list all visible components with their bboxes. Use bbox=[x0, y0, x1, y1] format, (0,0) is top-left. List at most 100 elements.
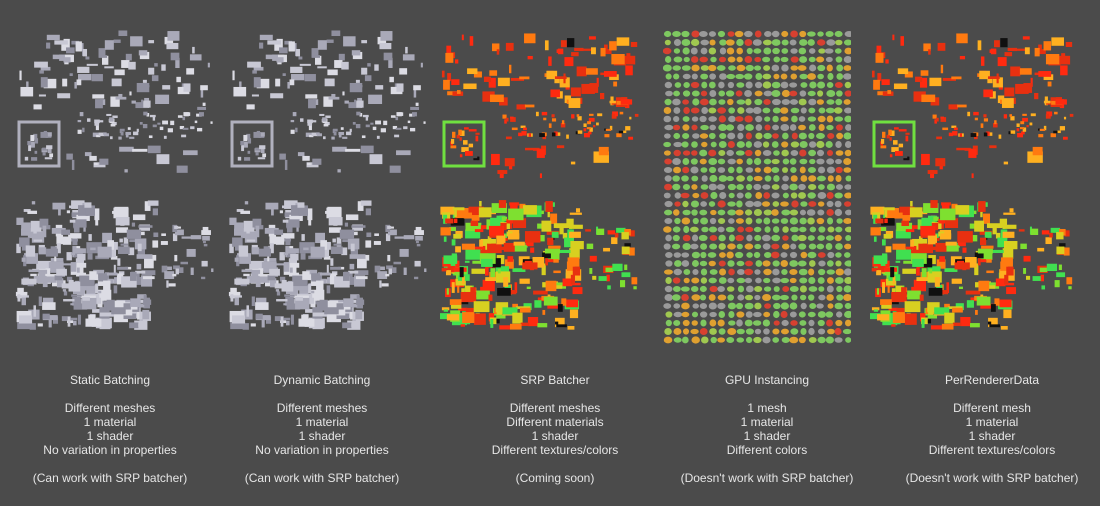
scene-object bbox=[94, 162, 98, 165]
scene-object bbox=[901, 220, 909, 226]
scene-object bbox=[365, 240, 372, 248]
scene-object bbox=[33, 305, 36, 317]
scene-object bbox=[551, 118, 557, 122]
scene-object bbox=[115, 227, 129, 233]
instance-mesh bbox=[807, 235, 815, 241]
instance-mesh bbox=[771, 81, 781, 89]
scene-object bbox=[974, 117, 978, 121]
scene-object bbox=[295, 205, 299, 210]
instance-mesh bbox=[691, 73, 698, 80]
scene-object bbox=[1000, 38, 1008, 48]
scene-object bbox=[1030, 113, 1036, 117]
scene-object bbox=[172, 273, 177, 277]
scene-object bbox=[200, 89, 204, 98]
instance-mesh bbox=[683, 277, 690, 284]
scene-object bbox=[312, 323, 324, 330]
scene-object bbox=[311, 132, 318, 137]
scene-object bbox=[37, 323, 43, 327]
scene-object bbox=[880, 299, 892, 305]
scene-object bbox=[1024, 47, 1030, 55]
instance-mesh bbox=[735, 251, 744, 259]
scene-object bbox=[328, 217, 343, 226]
scene-object bbox=[920, 313, 926, 322]
instance-mesh bbox=[817, 336, 826, 344]
scene-object bbox=[981, 245, 994, 249]
scene-object bbox=[614, 232, 619, 238]
scene-object bbox=[159, 126, 164, 131]
scene-object bbox=[355, 123, 361, 129]
scene-object bbox=[104, 66, 114, 69]
scene-object bbox=[312, 312, 328, 317]
scene-object bbox=[415, 235, 423, 241]
scene-object bbox=[361, 67, 368, 75]
scene-object bbox=[468, 206, 484, 218]
instance-mesh bbox=[691, 251, 701, 259]
instance-mesh bbox=[735, 302, 744, 310]
scene-object bbox=[290, 119, 295, 123]
scene-object bbox=[289, 267, 293, 273]
scene-object bbox=[116, 273, 124, 285]
scene-object bbox=[298, 56, 303, 60]
scene-object bbox=[85, 318, 102, 327]
instance-mesh bbox=[826, 158, 835, 165]
scene-object bbox=[341, 247, 348, 256]
scene-object bbox=[876, 270, 882, 276]
scene-object bbox=[510, 77, 525, 81]
scene-object bbox=[38, 247, 47, 255]
scene-object bbox=[356, 100, 364, 108]
instance-mesh bbox=[826, 99, 835, 105]
scene-object bbox=[86, 290, 102, 294]
scene-object bbox=[308, 125, 312, 131]
instance-mesh bbox=[843, 39, 851, 46]
instance-mesh bbox=[773, 73, 780, 80]
scene-object bbox=[587, 121, 591, 125]
room-frame bbox=[17, 120, 61, 168]
instance-mesh bbox=[735, 218, 744, 224]
instance-mesh bbox=[789, 277, 797, 284]
instance-mesh bbox=[835, 243, 843, 250]
scene-object bbox=[260, 147, 265, 154]
scene-object bbox=[265, 54, 276, 60]
scene-object bbox=[305, 308, 315, 313]
scene-object bbox=[522, 262, 538, 270]
scene-object bbox=[27, 140, 32, 146]
instance-mesh bbox=[692, 303, 699, 309]
scene-object bbox=[182, 116, 186, 121]
scene-object bbox=[625, 126, 631, 131]
instance-mesh bbox=[718, 260, 726, 267]
instance-mesh bbox=[691, 150, 698, 156]
scene-object bbox=[136, 128, 139, 132]
scene-object bbox=[52, 54, 63, 60]
instance-mesh bbox=[843, 218, 851, 224]
scene-object bbox=[207, 62, 210, 68]
instance-mesh bbox=[728, 115, 736, 123]
scene-object bbox=[129, 239, 137, 243]
instance-mesh bbox=[842, 328, 851, 335]
scene-object bbox=[441, 70, 445, 78]
scene-object bbox=[983, 132, 988, 137]
scene-object bbox=[543, 296, 558, 306]
instance-mesh bbox=[789, 286, 799, 292]
scene-object bbox=[1056, 246, 1065, 255]
scene-object bbox=[114, 69, 125, 76]
scene-object bbox=[56, 243, 61, 254]
scene-object bbox=[46, 42, 51, 49]
scene-object bbox=[357, 257, 367, 269]
scene-object bbox=[568, 98, 581, 108]
instance-mesh bbox=[818, 260, 826, 267]
scene-object bbox=[452, 210, 455, 221]
instance-mesh bbox=[665, 90, 673, 97]
instance-mesh bbox=[755, 115, 763, 123]
scene-object bbox=[54, 254, 57, 262]
scene-object bbox=[240, 210, 251, 214]
caption-line: Different meshes bbox=[64, 401, 156, 415]
instance-mesh bbox=[790, 175, 798, 182]
scene-object bbox=[892, 34, 895, 41]
instance-mesh bbox=[690, 286, 699, 292]
instance-mesh bbox=[806, 209, 816, 216]
instance-mesh bbox=[763, 47, 772, 55]
scene-object bbox=[1064, 230, 1070, 237]
instance-mesh bbox=[718, 99, 726, 105]
scene-object bbox=[71, 294, 85, 297]
instance-mesh bbox=[716, 65, 726, 71]
